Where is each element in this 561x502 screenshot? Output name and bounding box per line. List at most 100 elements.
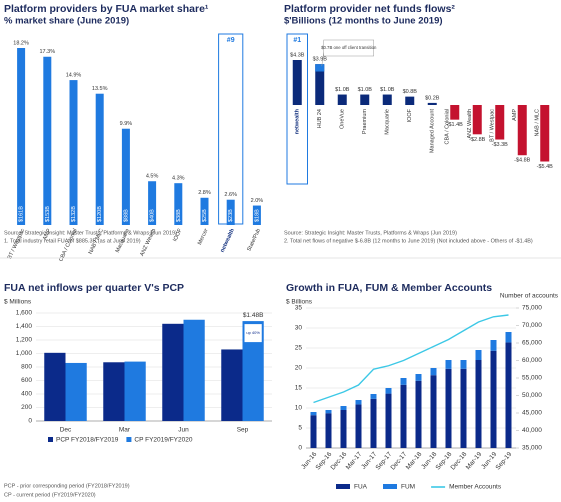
x-tick-label: netwealth <box>295 108 301 134</box>
bar <box>415 380 422 448</box>
bar <box>43 56 52 225</box>
x-tick-label: ANZ Wealth <box>467 109 473 139</box>
bar <box>385 388 392 394</box>
bar <box>460 360 467 369</box>
bar <box>385 393 392 448</box>
bar-inner-label: $88B <box>123 209 129 222</box>
bar <box>505 342 512 448</box>
value-label: $0.2B <box>425 95 440 101</box>
bar-inner-label: $161B <box>19 206 25 222</box>
value-label: 4.5% <box>146 174 159 180</box>
bar <box>325 410 332 414</box>
value-label: -$3.3B <box>492 142 509 148</box>
bar-inner-label: $40B <box>150 209 156 222</box>
y-tick-label: 600 <box>21 377 32 384</box>
y2-axis-label: Number of accounts <box>500 293 559 300</box>
y2-tick-label: 55,000 <box>522 375 542 382</box>
callout: up 40% <box>246 330 260 335</box>
bar <box>337 94 347 105</box>
legend-swatch <box>126 437 132 442</box>
x-tick-label: Praemium <box>362 109 368 134</box>
bar <box>475 360 482 448</box>
value-label: 2.6% <box>224 192 237 198</box>
bar-inner-label: $132B <box>71 206 77 222</box>
y-axis-label: $ Millions <box>4 299 32 306</box>
bar <box>121 128 130 225</box>
y-tick-label: 1,600 <box>16 310 33 317</box>
y2-tick-label: 75,000 <box>522 305 542 312</box>
bar <box>340 406 347 410</box>
legend-swatch <box>48 437 53 442</box>
x-tick-label: HUB 24 <box>317 109 323 128</box>
bar <box>460 368 467 448</box>
chart-title: Platform provider net funds flows² <box>284 3 455 15</box>
chart-subtitle: % market share (June 2019) <box>4 16 129 27</box>
x-tick-label: Mercer <box>197 228 210 246</box>
bar <box>415 374 422 381</box>
bar <box>103 362 125 421</box>
bar <box>310 412 317 416</box>
chart-title: Growth in FUA, FUM & Member Accounts <box>286 282 492 294</box>
y-tick-label: 800 <box>21 364 32 371</box>
value-label: -$2.8B <box>469 137 486 143</box>
note: CP - current period (FY2019/FY2020) <box>4 492 96 498</box>
chart-subtitle: $'Billions (12 months to June 2019) <box>284 16 443 27</box>
bar <box>400 378 407 385</box>
bar <box>495 105 505 140</box>
note: PCP - prior corresponding period (FY2018… <box>4 483 130 489</box>
value-label: 18.2% <box>13 40 29 46</box>
bar-inner-label: $18B <box>254 209 260 222</box>
x-tick-label: OneVue <box>340 109 346 129</box>
x-tick-label: IOOF <box>407 108 413 122</box>
bar-segment <box>315 64 325 72</box>
y-tick-label: 0 <box>298 445 302 452</box>
bar <box>490 350 497 448</box>
value-label: 14.9% <box>66 73 82 79</box>
bar <box>517 105 527 156</box>
bar <box>472 105 482 135</box>
y2-tick-label: 60,000 <box>522 357 542 364</box>
value-label: 2.8% <box>198 190 211 196</box>
value-label: $1.0B <box>335 87 350 93</box>
bar <box>427 102 437 105</box>
y-tick-label: 35 <box>295 305 303 312</box>
y-tick-label: 1,400 <box>16 323 33 330</box>
bar <box>445 368 452 448</box>
x-tick-label: CBA / Colonial <box>445 109 451 144</box>
x-tick-label: Macquarie <box>385 109 391 135</box>
bar <box>360 94 370 105</box>
bar <box>475 350 482 360</box>
bar <box>310 415 317 448</box>
annotation-box <box>323 39 374 57</box>
x-tick-label: netwealth <box>220 227 236 253</box>
y2-tick-label: 35,000 <box>522 445 542 452</box>
x-tick-label: Mar <box>119 427 131 434</box>
highlight-label: #1 <box>293 37 301 44</box>
bar <box>450 105 460 120</box>
chart-title: FUA net inflows per quarter V's PCP <box>4 282 184 294</box>
bar <box>162 323 184 421</box>
x-tick-label: NAB / MLC <box>535 109 541 137</box>
bar <box>540 105 550 162</box>
highlight-box <box>286 33 308 185</box>
source: Source: Strategic Insight: Master Trusts… <box>284 230 457 236</box>
x-tick-label: Dec <box>60 427 72 434</box>
bar <box>292 60 302 105</box>
value-label: 9.9% <box>120 121 133 127</box>
legend-label: FUM <box>401 484 415 491</box>
annotation: $0.7B one off client transition <box>321 45 377 50</box>
bar <box>124 361 146 421</box>
x-tick-label: Jun <box>178 427 189 434</box>
line <box>313 314 509 404</box>
bar <box>370 394 377 399</box>
footnote: 1. Total industry retail FUA of $885.3B … <box>4 238 141 244</box>
bar <box>252 205 261 225</box>
value-label: 2.0% <box>251 198 264 204</box>
y2-tick-label: 40,000 <box>522 427 542 434</box>
y-axis-label: $ Billions <box>286 299 313 306</box>
bar <box>69 80 78 225</box>
y-tick-label: 15 <box>295 385 303 392</box>
y2-tick-label: 70,000 <box>522 322 542 329</box>
bar <box>382 94 392 105</box>
